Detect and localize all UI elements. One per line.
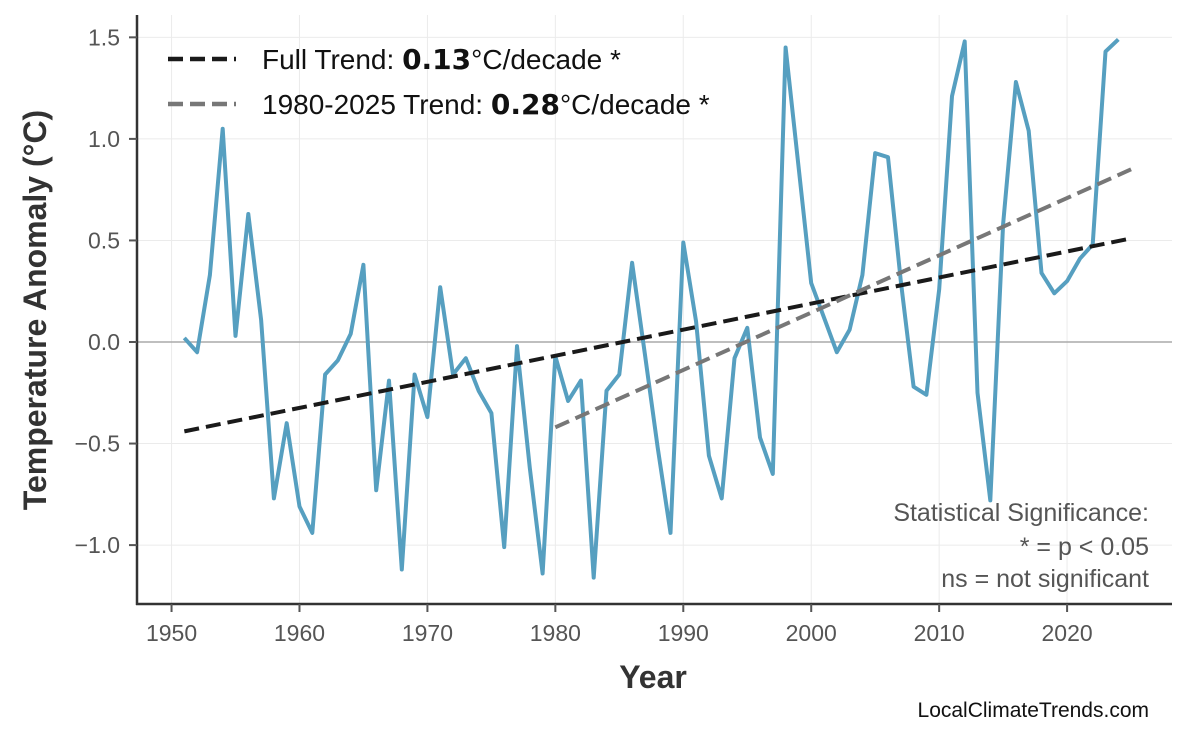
legend: Full Trend: 0.13°C/decade * 1980-2025 Tr… (168, 43, 710, 121)
y-tick-label: −0.5 (75, 431, 120, 457)
legend-recent-trend-label: 1980-2025 Trend: 0.28°C/decade * (262, 88, 710, 121)
x-tick-label: 1990 (658, 620, 709, 646)
x-tick-label: 2000 (786, 620, 837, 646)
y-tick-label: 1.0 (88, 126, 120, 152)
significance-star: * = p < 0.05 (1020, 533, 1149, 561)
y-tick-label: 0.0 (88, 329, 120, 355)
y-tick-label: 1.5 (88, 24, 120, 50)
x-tick-label: 1960 (274, 620, 325, 646)
significance-note: Statistical Significance: * = p < 0.05 n… (893, 499, 1149, 593)
axes: 1950 1960 1970 1980 1990 2000 2010 2020 −1.0 −0.5… (75, 15, 1172, 646)
y-tick-label: 0.5 (88, 227, 120, 253)
recent-trend-line (554, 167, 1132, 430)
significance-ns: ns = not significant (941, 565, 1149, 593)
x-tick-label: 1950 (146, 620, 197, 646)
x-axis-label: Year (619, 659, 687, 695)
series-layer (182, 37, 1132, 580)
x-tick-label: 1970 (402, 620, 453, 646)
x-tick-label: 1980 (530, 620, 581, 646)
y-axis-label: Temperature Anomaly (°C) (17, 110, 53, 510)
significance-title: Statistical Significance: (893, 499, 1149, 527)
full-trend-line (183, 236, 1132, 434)
watermark: LocalClimateTrends.com (918, 699, 1149, 722)
anomaly-series-line (182, 37, 1120, 580)
x-tick-label: 2010 (914, 620, 965, 646)
legend-full-trend-label: Full Trend: 0.13°C/decade * (262, 43, 621, 76)
y-tick-label: −1.0 (75, 532, 120, 558)
x-tick-label: 2020 (1042, 620, 1093, 646)
